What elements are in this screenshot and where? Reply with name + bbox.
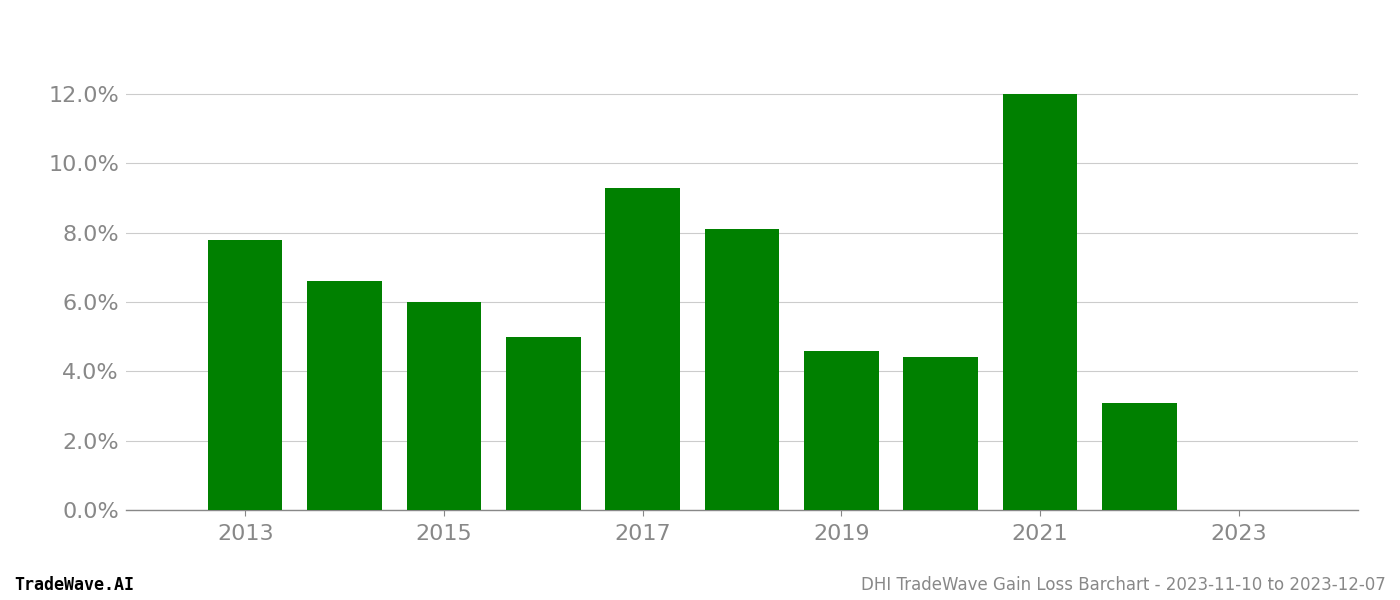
Bar <box>704 229 780 510</box>
Text: DHI TradeWave Gain Loss Barchart - 2023-11-10 to 2023-12-07: DHI TradeWave Gain Loss Barchart - 2023-… <box>861 576 1386 594</box>
Bar <box>1102 403 1176 510</box>
Bar <box>505 337 581 510</box>
Bar <box>804 350 879 510</box>
Bar <box>406 302 482 510</box>
Bar <box>605 188 680 510</box>
Text: TradeWave.AI: TradeWave.AI <box>14 576 134 594</box>
Bar <box>209 239 283 510</box>
Bar <box>308 281 382 510</box>
Bar <box>903 358 979 510</box>
Bar <box>1002 94 1078 510</box>
